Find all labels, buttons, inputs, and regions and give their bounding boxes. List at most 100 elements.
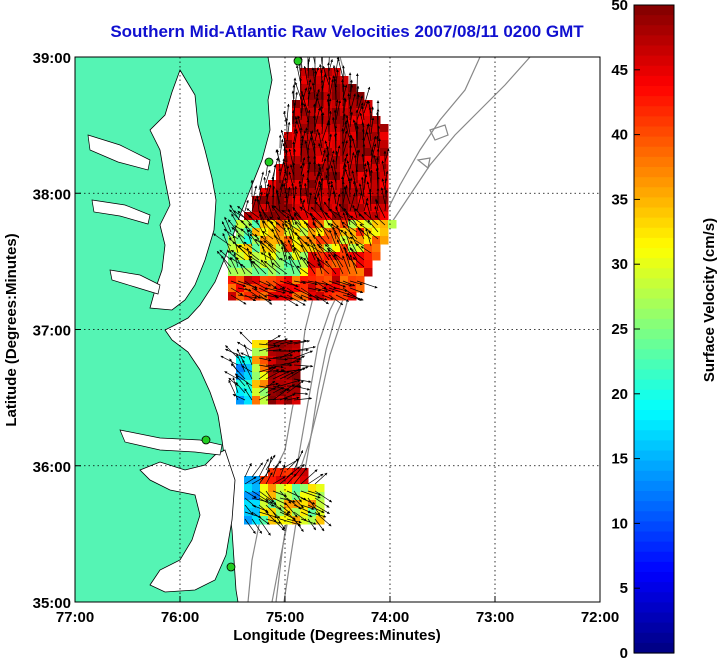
velocity-arrow	[328, 184, 333, 205]
velocity-cell	[380, 180, 389, 189]
velocity-cell	[300, 108, 309, 117]
velocity-cell	[268, 492, 277, 501]
velocity-cell	[252, 220, 261, 229]
velocity-arrow	[258, 191, 263, 205]
velocity-cell	[356, 156, 365, 165]
velocity-arrow	[285, 195, 288, 212]
velocity-arrow	[325, 260, 337, 275]
velocity-cell	[348, 196, 357, 205]
velocity-cell	[292, 348, 301, 357]
velocity-cell	[260, 500, 269, 509]
velocity-cell	[324, 228, 333, 237]
velocity-arrow	[251, 497, 274, 505]
velocity-cell	[292, 164, 301, 173]
velocity-cell	[316, 508, 325, 517]
velocity-cell	[308, 268, 317, 277]
velocity-arrow	[258, 393, 271, 401]
velocity-arrow	[366, 202, 372, 219]
velocity-arrow	[237, 280, 258, 289]
velocity-cell	[316, 108, 325, 117]
colorbar-tick-label: 20	[611, 386, 628, 403]
velocity-arrow	[304, 182, 309, 205]
velocity-arrow	[349, 177, 353, 191]
velocity-cell	[348, 84, 357, 93]
velocity-arrow	[288, 255, 302, 275]
velocity-cell	[236, 268, 245, 277]
velocity-arrow	[307, 518, 317, 531]
velocity-arrow	[368, 191, 372, 212]
velocity-arrow	[307, 243, 316, 261]
velocity-arrow	[366, 131, 372, 149]
velocity-cell	[324, 132, 333, 141]
velocity-arrow	[286, 504, 298, 518]
velocity-arrow	[300, 497, 316, 505]
velocity-cell	[244, 516, 253, 525]
velocity-arrow	[272, 511, 286, 530]
velocity-arrow	[349, 294, 364, 301]
velocity-cell	[252, 348, 261, 357]
velocity-arrow	[307, 490, 322, 496]
velocity-arrow	[286, 186, 291, 205]
velocity-cell	[316, 236, 325, 245]
velocity-arrow	[228, 379, 239, 401]
velocity-arrow	[251, 518, 263, 534]
velocity-cell	[244, 396, 253, 405]
velocity-arrow	[300, 518, 317, 525]
colorbar-swatch	[634, 369, 674, 381]
velocity-cell	[348, 260, 357, 269]
velocity-cell	[268, 356, 277, 365]
velocity-cell	[380, 204, 389, 213]
velocity-arrow	[352, 204, 358, 219]
velocity-arrow	[285, 149, 288, 163]
velocity-arrow	[279, 472, 294, 485]
velocity-arrow	[314, 490, 333, 503]
velocity-cell	[300, 252, 309, 261]
velocity-arrow	[300, 244, 309, 261]
velocity-arrow	[314, 93, 319, 114]
velocity-arrow	[233, 252, 239, 268]
velocity-cell	[340, 284, 349, 293]
velocity-arrow	[346, 160, 351, 177]
velocity-cell	[284, 468, 293, 477]
velocity-arrow	[265, 382, 279, 387]
velocity-arrow	[298, 183, 302, 205]
velocity-cell	[300, 236, 309, 245]
velocity-cell	[308, 124, 317, 133]
velocity-cell	[348, 284, 357, 293]
velocity-arrow	[350, 248, 365, 261]
velocity-arrow	[354, 121, 358, 142]
velocity-cell	[292, 260, 301, 269]
velocity-arrow	[297, 62, 302, 79]
velocity-arrow	[263, 240, 281, 254]
velocity-cell	[308, 516, 317, 525]
velocity-arrow	[223, 228, 239, 240]
colorbar-swatch	[634, 602, 674, 614]
velocity-cell	[308, 180, 317, 189]
velocity-arrow	[321, 287, 335, 293]
velocity-arrow	[272, 388, 289, 401]
velocity-cell	[268, 340, 277, 349]
velocity-cell	[276, 476, 285, 485]
velocity-arrow	[265, 397, 288, 401]
velocity-cell	[260, 476, 269, 485]
velocity-arrow	[271, 205, 281, 219]
velocity-arrow	[265, 348, 282, 352]
velocity-arrow	[368, 231, 379, 240]
velocity-arrow	[279, 183, 284, 198]
velocity-arrow	[314, 497, 330, 508]
velocity-cell	[244, 364, 253, 373]
velocity-cell	[332, 212, 341, 221]
velocity-arrow	[286, 280, 299, 288]
velocity-arrow	[342, 98, 347, 121]
velocity-arrow	[291, 217, 309, 233]
velocity-cell	[340, 140, 349, 149]
velocity-cell	[252, 268, 261, 277]
colorbar-swatch	[634, 177, 674, 188]
velocity-arrow	[283, 183, 288, 198]
velocity-cell	[300, 116, 309, 125]
velocity-cell	[284, 132, 293, 141]
velocity-cell	[252, 484, 261, 493]
velocity-arrow	[272, 476, 286, 485]
velocity-arrow	[311, 82, 316, 100]
velocity-cell	[268, 396, 277, 405]
